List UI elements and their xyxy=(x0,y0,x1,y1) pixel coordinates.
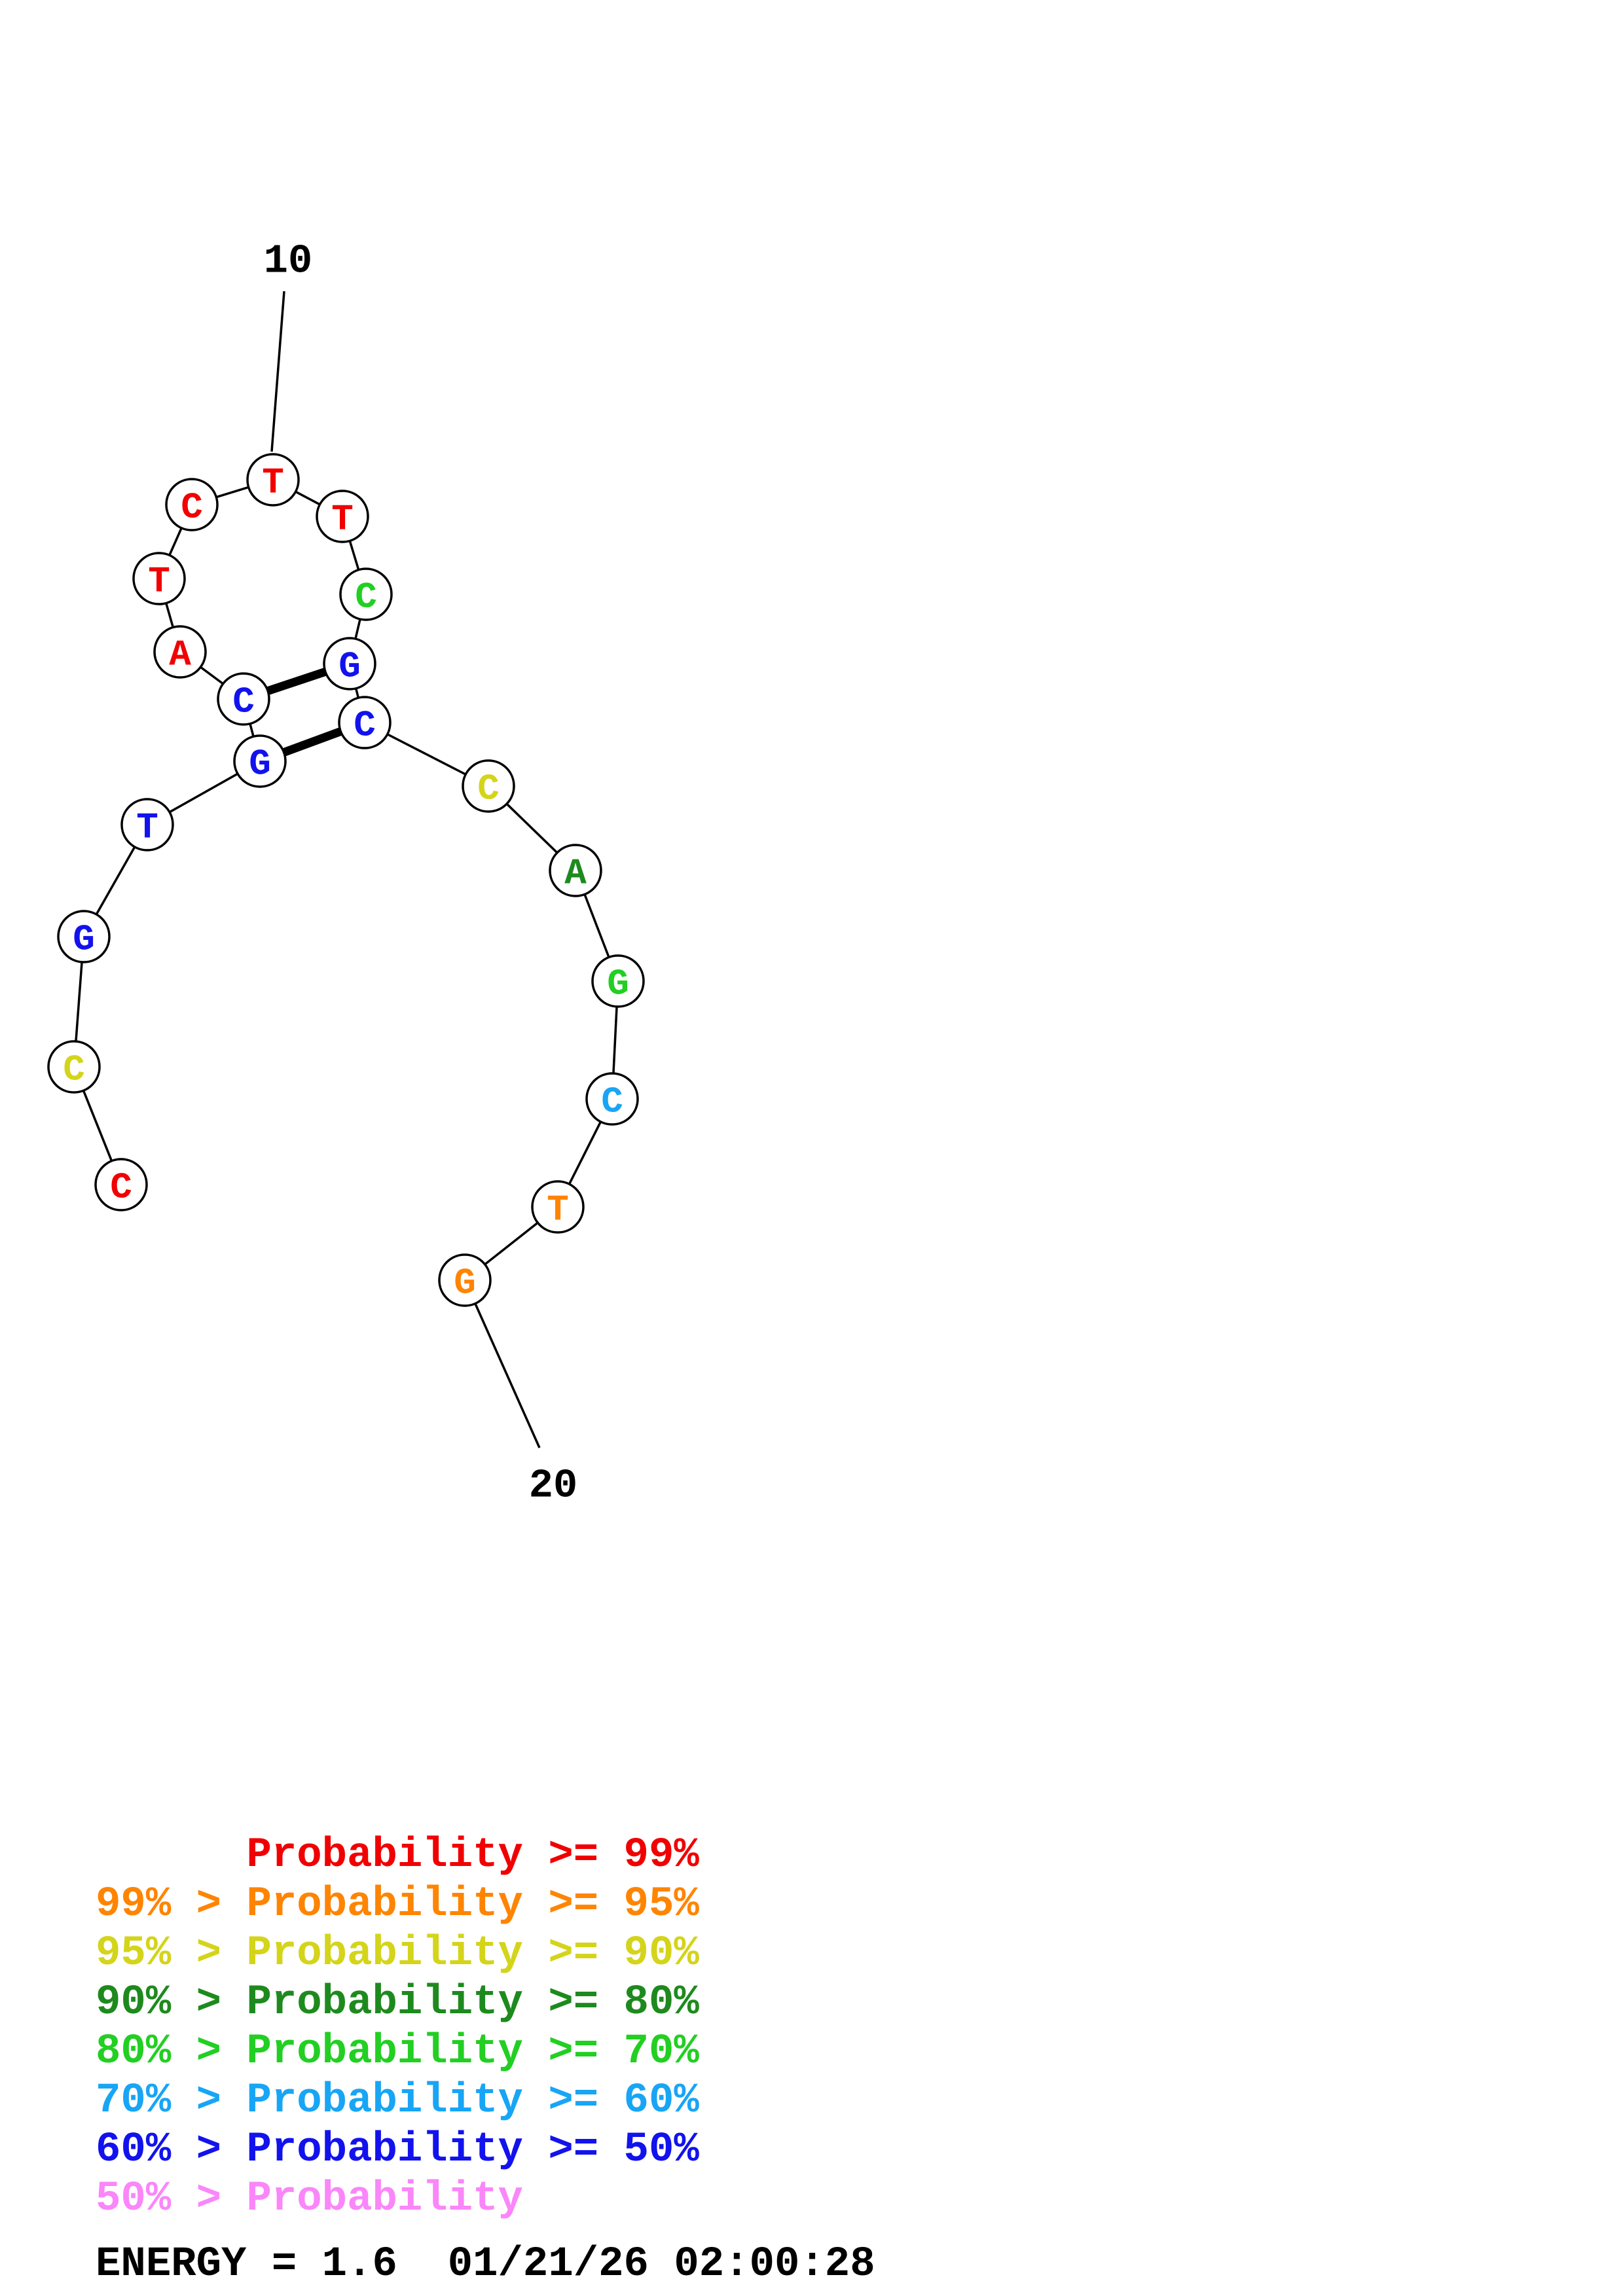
nucleotide-base-letter: A xyxy=(564,853,587,895)
nucleotide-circle xyxy=(47,1040,101,1094)
legend-row: 50% > Probability xyxy=(96,2176,523,2223)
nucleotide-circle xyxy=(438,1253,492,1307)
legend-row: Probability >= 99% xyxy=(96,1832,699,1879)
nucleotide-circle xyxy=(217,672,270,726)
legend-row: 99% > Probability >= 95% xyxy=(96,1881,699,1928)
nucleotide-8: T xyxy=(132,552,186,605)
position-label: 20 xyxy=(529,1463,577,1509)
nucleotide-base-letter: G xyxy=(73,919,95,961)
nucleotide-4: T xyxy=(120,798,174,852)
nucleotide-base-letter: G xyxy=(249,744,271,785)
nucleotide-17: G xyxy=(591,954,645,1008)
nucleotide-10: T xyxy=(246,453,300,507)
nucleotide-5: G xyxy=(233,734,287,788)
nucleotide-base-letter: T xyxy=(136,807,158,849)
nucleotide-circle xyxy=(57,910,111,963)
nucleotide-9: C xyxy=(165,478,219,531)
nucleotide-base-letter: C xyxy=(354,705,376,747)
legend-row: 70% > Probability >= 60% xyxy=(96,2077,699,2125)
nucleotide-base-letter: G xyxy=(338,646,361,688)
nucleotide-2: C xyxy=(47,1040,101,1094)
nucleotide-base-letter: G xyxy=(454,1263,476,1304)
nucleotide-1: C xyxy=(94,1158,148,1211)
nucleotide-18: C xyxy=(585,1072,639,1126)
nucleotide-19: T xyxy=(531,1180,585,1234)
nucleotide-base-letter: A xyxy=(169,634,191,676)
probability-legend: Probability >= 99% 99% > Probability >= 9… xyxy=(96,1831,699,2224)
nucleotide-circle xyxy=(323,637,376,691)
nucleotide-circle xyxy=(165,478,219,531)
legend-row: 90% > Probability >= 80% xyxy=(96,1979,699,2026)
nucleotide-base-letter: C xyxy=(355,577,377,619)
nucleotide-15: C xyxy=(462,759,515,813)
nucleotide-circle xyxy=(591,954,645,1008)
nucleotide-base-letter: T xyxy=(547,1189,569,1231)
nucleotide-circle xyxy=(316,490,369,543)
nucleotide-3: G xyxy=(57,910,111,963)
nucleotide-circle xyxy=(338,696,392,749)
nucleotide-20: G xyxy=(438,1253,492,1307)
nucleotide-base-letter: T xyxy=(148,561,170,603)
nucleotide-circle xyxy=(94,1158,148,1211)
nucleotide-circle xyxy=(153,625,207,679)
nucleotide-base-letter: G xyxy=(607,963,629,1005)
nucleotide-base-letter: C xyxy=(477,768,500,810)
legend-row: 80% > Probability >= 70% xyxy=(96,2028,699,2075)
nucleotide-circle xyxy=(462,759,515,813)
nucleotide-13: G xyxy=(323,637,376,691)
nucleotide-12: C xyxy=(339,567,393,621)
nucleotide-6: C xyxy=(217,672,270,726)
energy-line: ENERGY = 1.6 01/21/26 02:00:28 xyxy=(96,2241,875,2288)
legend-row: 95% > Probability >= 90% xyxy=(96,1930,699,1977)
nucleotide-circle xyxy=(549,844,602,897)
nucleotide-circle xyxy=(233,734,287,788)
nucleotide-circle xyxy=(132,552,186,605)
nucleotide-base-letter: C xyxy=(110,1167,132,1209)
nucleotide-base-letter: C xyxy=(63,1049,85,1091)
nucleotide-16: A xyxy=(549,844,602,897)
position-label: 10 xyxy=(264,238,312,285)
nucleotide-base-letter: C xyxy=(601,1081,623,1123)
nucleotide-circle xyxy=(339,567,393,621)
nucleotide-base-letter: C xyxy=(181,487,203,529)
nucleotide-base-letter: C xyxy=(232,681,255,723)
nucleotide-14: C xyxy=(338,696,392,749)
nucleotide-circle xyxy=(246,453,300,507)
nucleotide-circle xyxy=(585,1072,639,1126)
nucleotide-7: A xyxy=(153,625,207,679)
label-connector-line xyxy=(270,291,285,452)
nucleotide-base-letter: T xyxy=(262,462,284,504)
nucleotide-base-letter: T xyxy=(331,499,354,541)
label-connector-line xyxy=(474,1303,541,1448)
nucleotide-11: T xyxy=(316,490,369,543)
nucleotide-circle xyxy=(120,798,174,852)
legend-row: 60% > Probability >= 50% xyxy=(96,2126,699,2174)
nucleotide-circle xyxy=(531,1180,585,1234)
